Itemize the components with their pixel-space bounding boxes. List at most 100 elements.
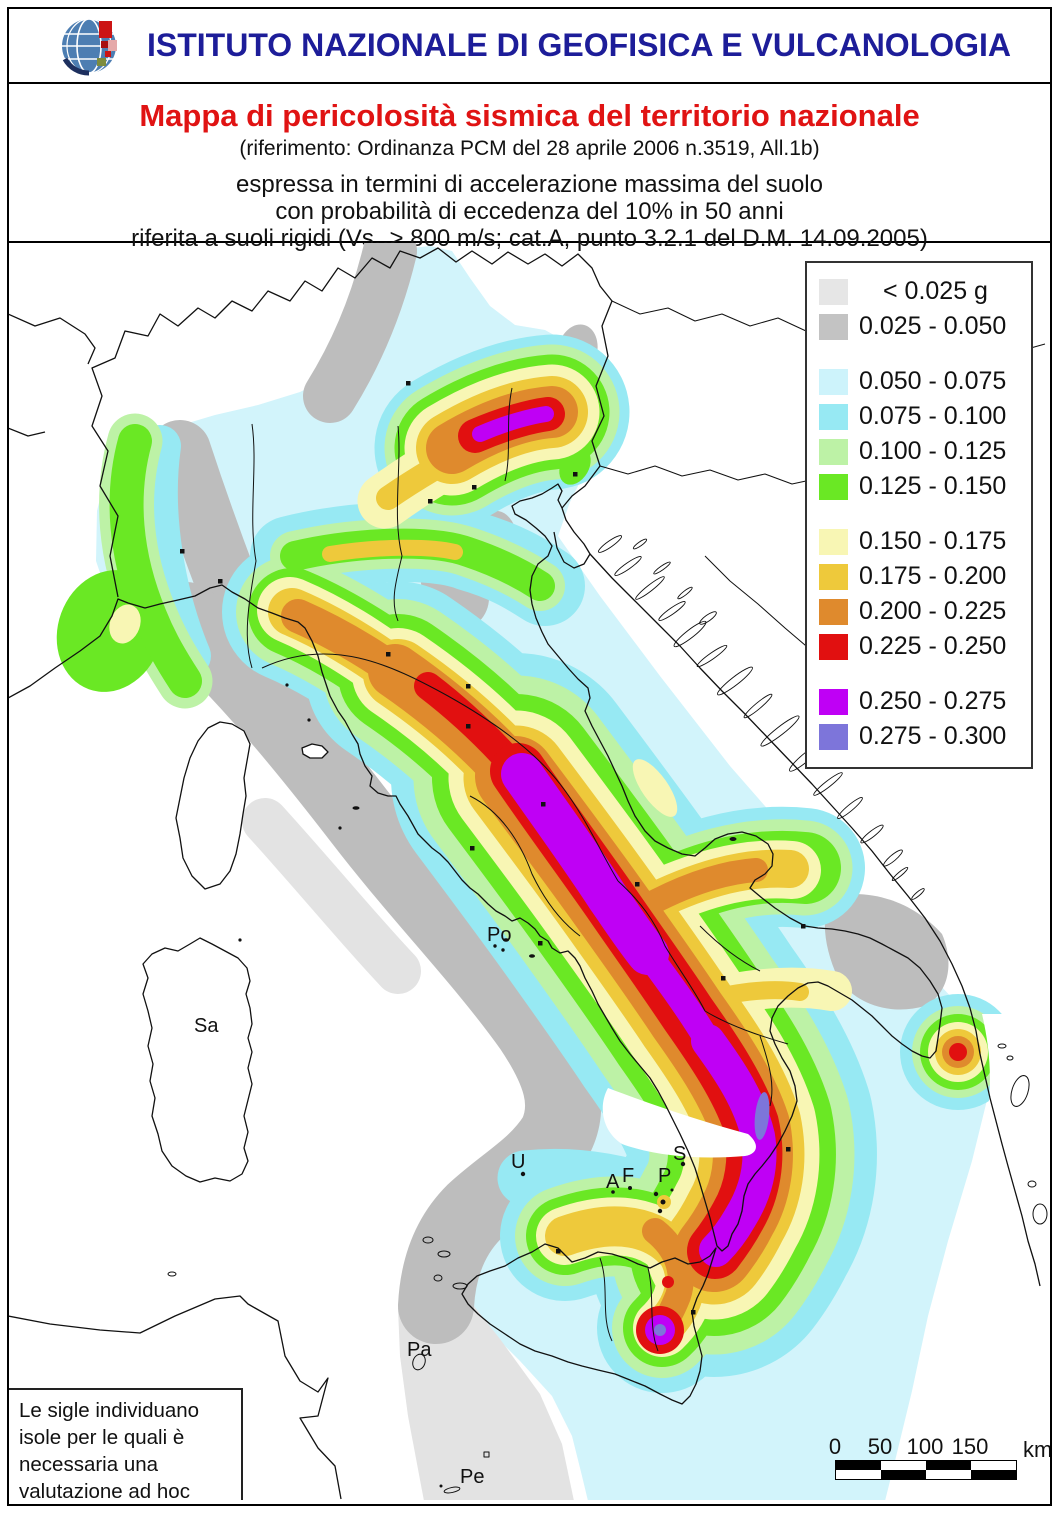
legend-label: 0.125 - 0.150 [859,472,1007,500]
legend-swatch [819,633,848,660]
legend-row: 0.025 - 0.050 [819,312,1031,341]
legend-row: 0.175 - 0.200 [819,562,1031,591]
legend-swatch [819,403,848,430]
city-marker [406,381,411,386]
balkan-coastline [553,507,591,569]
legend-swatch [819,723,848,750]
legend: < 0.025 g 0.025 - 0.050 0.050 - 0.075 0.… [805,261,1033,769]
city-marker [691,1310,696,1315]
note-box: Le sigle individuano isole per le quali … [9,1388,243,1500]
island-labels: Po Sa U A F P S Pa Pe [194,924,686,1488]
legend-swatch [819,473,848,500]
legend-row: 0.075 - 0.100 [819,402,1031,431]
legend-row: 0.200 - 0.225 [819,597,1031,626]
hazard-zone-slate [654,1092,770,1336]
city-marker [386,652,391,657]
greek-islands [997,1043,1048,1225]
map-desc-line2: con probabilità di eccedenza del 10% in … [275,198,784,225]
city-marker [538,941,543,946]
legend-label: 0.150 - 0.175 [859,527,1007,555]
corsica-outline [175,721,251,890]
city-marker [466,724,471,729]
city-markers [180,381,806,1315]
scale-bar: 0 50 100 150 km [819,1434,1050,1480]
scale-tick: 150 [951,1434,989,1459]
legend-swatch [819,528,848,555]
map-desc-line1: espressa in termini di accelerazione mas… [236,171,823,198]
legend-label: 0.100 - 0.125 [859,437,1007,465]
header: ISTITUTO NAZIONALE DI GEOFISICA E VULCAN… [9,9,1050,84]
alps-borders [91,247,613,598]
island-label-po: Po [487,924,511,946]
seismic-hazard-map: Po Sa U A F P S Pa Pe [9,243,1050,1500]
city-marker [218,579,223,584]
legend-label: 0.075 - 0.100 [859,402,1007,430]
island-label-sa: Sa [194,1015,219,1037]
legend-row: 0.225 - 0.250 [819,632,1031,661]
legend-swatch [819,688,848,715]
desc3-post: > 800 m/s; cat.A, punto 3.2.1 del D.M. 1… [389,225,928,252]
title-block: Mappa di pericolosità sismica del territ… [9,84,1050,255]
legend-label: 0.275 - 0.300 [859,722,1007,750]
island-label-pa: Pa [407,1339,432,1361]
note-text: Le sigle individuano isole per le quali … [19,1399,200,1500]
legend-swatch [819,563,848,590]
legend-label: 0.250 - 0.275 [859,687,1007,715]
desc3-pre: riferita a suoli rigidi (Vs [131,225,374,252]
map-title: Mappa di pericolosità sismica del territ… [139,98,920,133]
sicily-coastline [461,1243,717,1405]
island-label-u: U [511,1151,525,1173]
city-marker [635,882,640,887]
sea-pockets [602,1014,1050,1158]
map-reference: (riferimento: Ordinanza PCM del 28 april… [239,137,820,160]
city-marker [180,549,185,554]
island-label-f: F [622,1165,634,1187]
scale-ticks: 0 50 100 150 km [819,1434,1050,1462]
city-marker [573,472,578,477]
city-marker [541,802,546,807]
ingv-globe-logo [62,17,117,76]
legend-label: < 0.025 g [883,277,988,305]
legend-row: 0.250 - 0.275 [819,687,1031,716]
city-marker [472,485,477,490]
org-title: ISTITUTO NAZIONALE DI GEOFISICA E VULCAN… [147,27,1012,63]
small-islands-filled [238,683,737,1488]
legend-swatch [819,598,848,625]
page: ISTITUTO NAZIONALE DI GEOFISICA E VULCAN… [7,7,1052,1506]
island-label-s: S [673,1143,686,1165]
legend-swatch [819,438,848,465]
island-label-pe: Pe [460,1466,484,1488]
legend-label: 0.225 - 0.250 [859,632,1007,660]
city-marker [466,684,471,689]
legend-label: 0.025 - 0.050 [859,312,1007,340]
city-marker [470,846,475,851]
coastlines-borders [9,247,1048,1500]
scale-tick: 100 [906,1434,944,1459]
legend-row: 0.100 - 0.125 [819,437,1031,466]
hazard-zone-purple [472,406,777,1345]
city-marker [556,1249,561,1254]
legend-row: 0.150 - 0.175 [819,527,1031,556]
scale-tick: 0 [828,1434,842,1459]
croatian-islands [597,535,925,900]
map-area: Po Sa U A F P S Pa Pe < 0.025 g 0.025 - … [9,243,1050,1500]
island-label-p: P [658,1165,671,1187]
italy-coastline [9,483,943,1252]
scale-tick: 50 [867,1434,893,1459]
legend-row: 0.050 - 0.075 [819,367,1031,396]
hazard-zone-lightgray [242,798,574,1500]
sardinia-outline [142,937,253,1183]
unclassified-islands [142,721,329,1183]
scale-bar-graphic [835,1460,1017,1480]
legend-label: 0.200 - 0.225 [859,597,1007,625]
city-marker [801,924,806,929]
legend-row: < 0.025 g [819,277,1031,306]
city-marker [786,1147,791,1152]
africa-coastline [9,1295,342,1500]
legend-swatch [819,313,848,340]
legend-row: 0.275 - 0.300 [819,722,1031,751]
legend-row: 0.125 - 0.150 [819,472,1031,501]
island-label-a: A [606,1171,620,1193]
legend-label: 0.175 - 0.200 [859,562,1007,590]
scale-unit: km [1023,1437,1050,1462]
